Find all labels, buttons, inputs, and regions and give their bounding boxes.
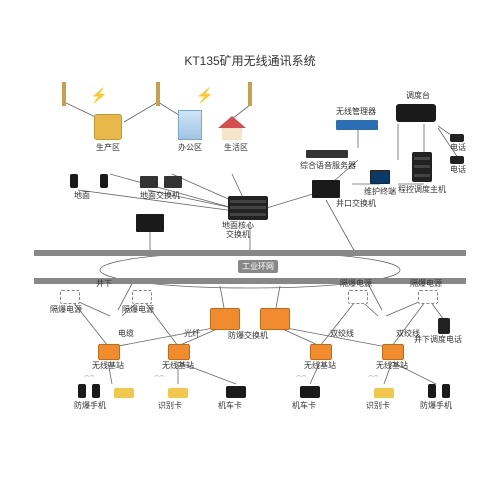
laptop-icon xyxy=(164,176,182,188)
phone-label: 电话 xyxy=(450,166,466,175)
underground-label: 井下 xyxy=(96,280,112,289)
ex-switch-icon xyxy=(260,308,290,330)
car-card-label: 机车卡 xyxy=(292,402,316,411)
ex-phone-label: 防爆手机 xyxy=(420,402,452,411)
base-station-icon xyxy=(168,344,190,360)
psu-icon xyxy=(348,290,368,304)
ex-phone-icon xyxy=(442,384,450,398)
id-card-icon xyxy=(374,388,394,398)
dispatch-host-icon xyxy=(412,152,432,182)
wifi-icon: ⚡ xyxy=(196,88,213,103)
base-station-icon xyxy=(382,344,404,360)
phone-icon xyxy=(70,174,78,188)
base-label: 无线基站 xyxy=(162,362,194,371)
psu-label: 隔爆电源 xyxy=(340,280,372,289)
base-station-icon xyxy=(310,344,332,360)
base-label: 无线基站 xyxy=(92,362,124,371)
ex-switch-icon xyxy=(210,308,240,330)
ex-phone-icon xyxy=(428,384,436,398)
switch-icon xyxy=(136,214,164,232)
dispatch-host-label: 程控调度主机 xyxy=(398,186,446,195)
maint-term-label: 维护终端 xyxy=(364,188,396,197)
psu-icon xyxy=(132,290,152,304)
ground-label: 地面 xyxy=(74,192,90,201)
wireless-mgr-icon xyxy=(336,120,378,130)
console-label: 调度台 xyxy=(406,92,430,101)
psu-label: 隔爆电源 xyxy=(410,280,442,289)
car-card-icon xyxy=(300,386,320,398)
well-switch-label: 井口交换机 xyxy=(336,200,376,209)
ex-phone-icon xyxy=(92,384,100,398)
base-label: 无线基站 xyxy=(376,362,408,371)
car-card-icon xyxy=(226,386,246,398)
divider-bar xyxy=(34,250,466,256)
ex-phone-icon xyxy=(78,384,86,398)
radio-icon: ⌢⌢ xyxy=(154,372,165,381)
wifi-icon: ⚡ xyxy=(90,88,107,103)
ex-switch-label: 防爆交换机 xyxy=(228,332,268,341)
fiber-label: 光纤 xyxy=(184,330,200,339)
tower-icon xyxy=(156,82,160,106)
area-label: 办公区 xyxy=(178,144,202,153)
id-card-label: 识别卡 xyxy=(158,402,182,411)
phone-icon xyxy=(100,174,108,188)
radio-icon: ⌢⌢ xyxy=(368,372,379,381)
phone-label: 电话 xyxy=(450,144,466,153)
core-switch-icon xyxy=(228,196,268,220)
id-card-icon xyxy=(168,388,188,398)
radio-icon: ⌢⌢ xyxy=(296,372,307,381)
monitor-icon xyxy=(370,170,390,184)
psu-label: 隔爆电源 xyxy=(50,306,82,315)
tower-icon xyxy=(62,82,66,106)
id-card-icon xyxy=(114,388,134,398)
factory-icon xyxy=(94,114,122,140)
psu-icon xyxy=(60,290,80,304)
wireless-mgr-label: 无线管理器 xyxy=(336,108,376,117)
tower-icon xyxy=(248,82,252,106)
car-card-label: 机车卡 xyxy=(218,402,242,411)
phone-handset-icon xyxy=(450,134,464,142)
phone-handset-icon xyxy=(450,156,464,164)
area-label: 生产区 xyxy=(96,144,120,153)
dispatch-phone-label: 井下调度电话 xyxy=(414,336,462,345)
psu-label: 隔爆电源 xyxy=(122,306,154,315)
laptop-icon xyxy=(140,176,158,188)
psu-icon xyxy=(418,290,438,304)
ring-label: 工业环网 xyxy=(238,260,278,273)
base-station-icon xyxy=(98,344,120,360)
area-label: 生活区 xyxy=(224,144,248,153)
ex-phone-label: 防爆手机 xyxy=(74,402,106,411)
dispatch-phone-icon xyxy=(438,318,450,334)
house-icon xyxy=(218,116,246,128)
building-icon xyxy=(178,110,202,140)
diagram-title: KT135矿用无线通讯系统 xyxy=(0,52,500,69)
console-icon xyxy=(396,104,436,122)
ground-switch-label: 地面交换机 xyxy=(140,192,180,201)
voice-server-label: 综合语音服务器 xyxy=(300,162,356,171)
id-card-label: 识别卡 xyxy=(366,402,390,411)
cable-label: 电缆 xyxy=(118,330,134,339)
core-switch-label: 地面核心 交换机 xyxy=(222,222,254,240)
well-switch-icon xyxy=(312,180,340,198)
base-label: 无线基站 xyxy=(304,362,336,371)
tp-label: 双绞线 xyxy=(330,330,354,339)
radio-icon: ⌢⌢ xyxy=(84,372,95,381)
voice-server-icon xyxy=(306,150,348,158)
